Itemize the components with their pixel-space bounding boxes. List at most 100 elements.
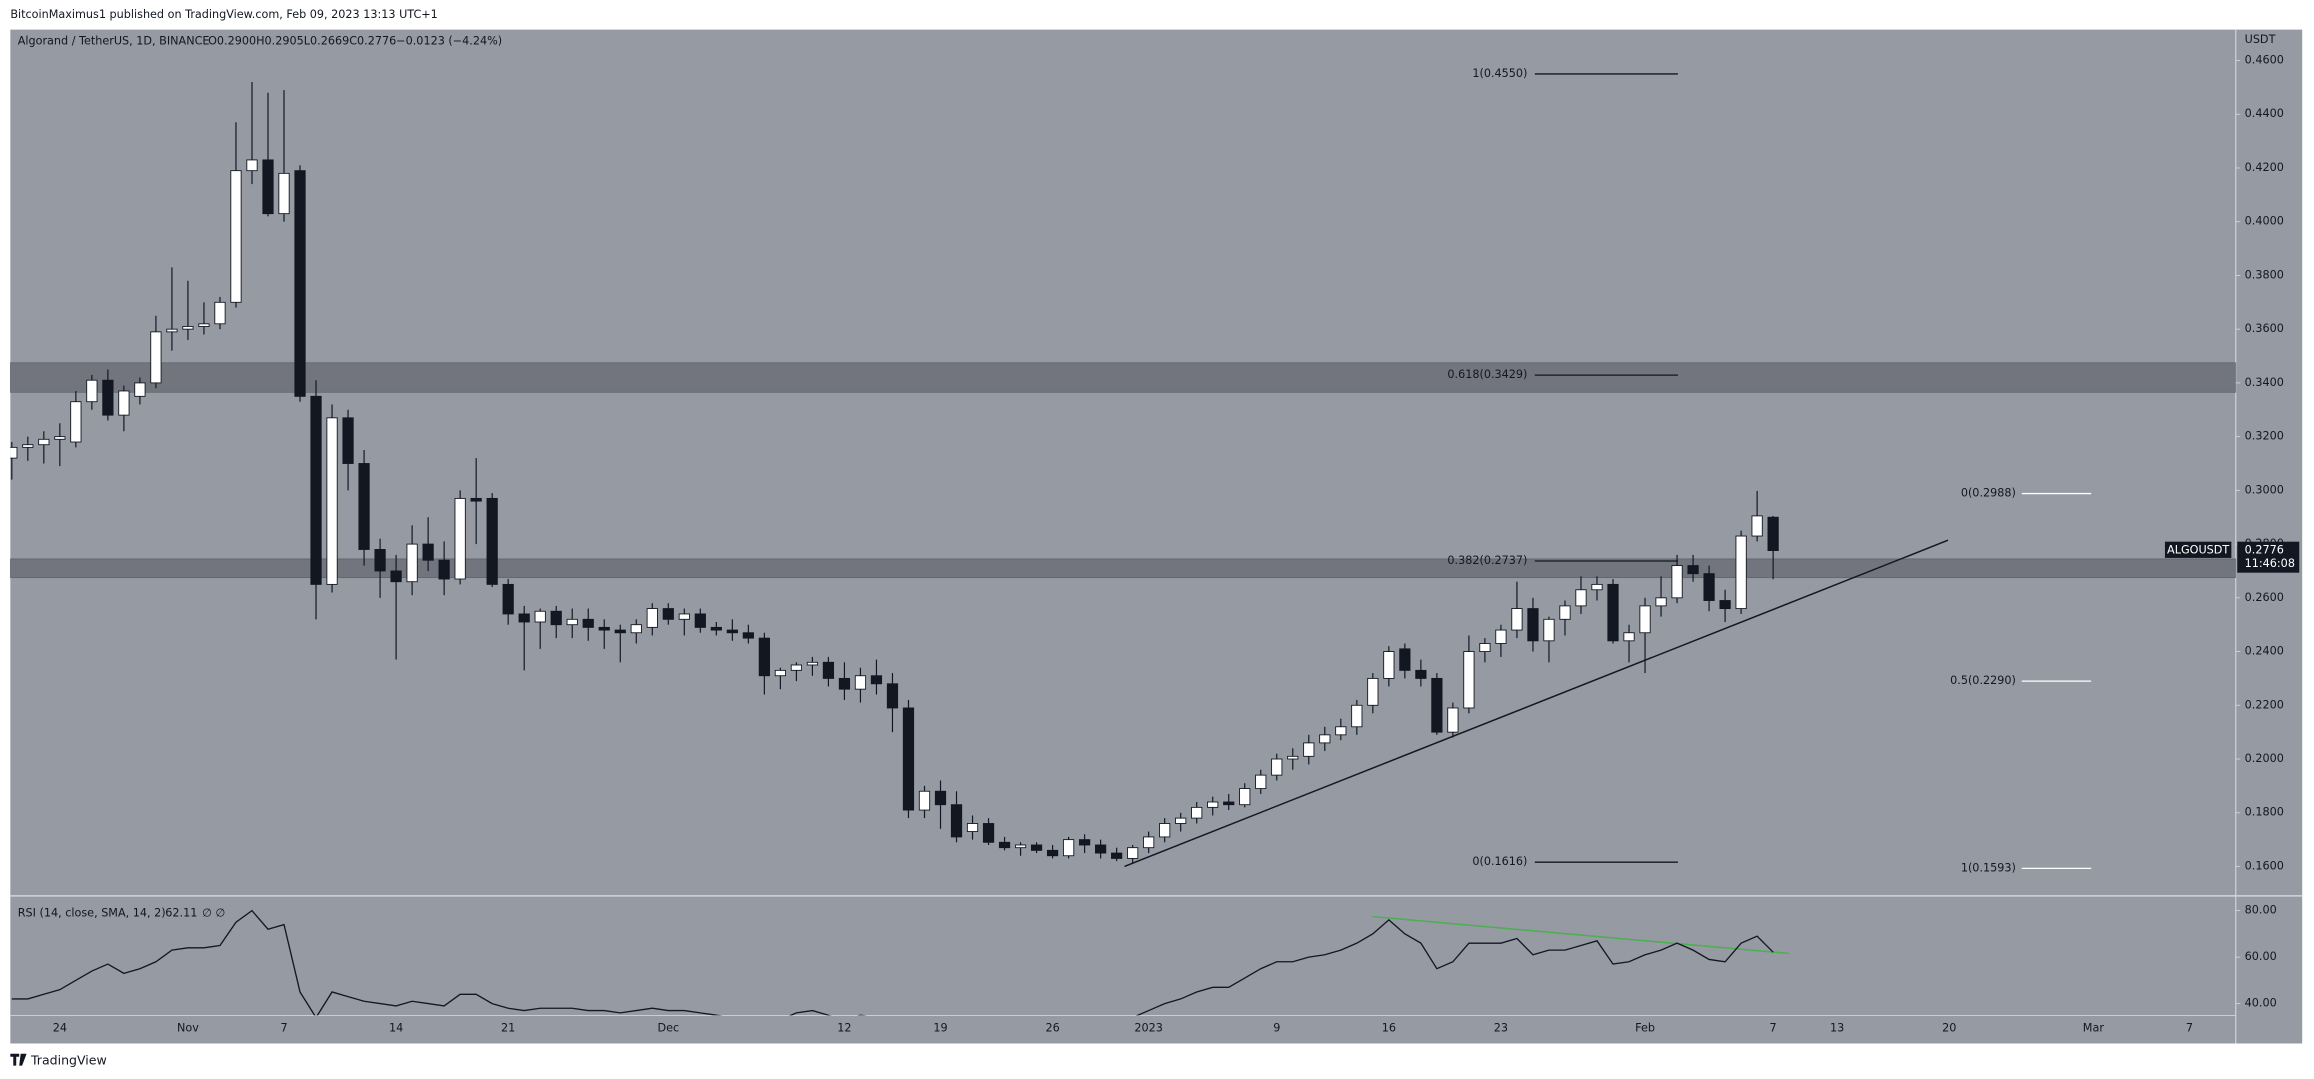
- candle-body: [198, 323, 210, 327]
- x-tick-label: 12: [837, 1022, 851, 1035]
- candle-body: [1335, 726, 1347, 736]
- y-tick-label: 0.3800: [2245, 268, 2284, 281]
- candle-body: [166, 328, 178, 333]
- readout-value: −0.0123 (−4.24%): [396, 34, 502, 47]
- candle-body: [1687, 565, 1699, 575]
- candle-body: [1143, 836, 1155, 849]
- candle-body: [1030, 844, 1043, 851]
- x-tick-label: Feb: [1635, 1022, 1655, 1035]
- candle-body: [1255, 774, 1267, 790]
- symbol-tag: ALGOUSDT: [2167, 544, 2229, 557]
- rsi-tick-label: 40.00: [2245, 997, 2277, 1010]
- candle-body: [1511, 608, 1523, 631]
- resistance-zone: [9, 558, 2237, 579]
- candle-body: [1239, 788, 1251, 806]
- candle-body: [1719, 600, 1731, 610]
- candle-body: [582, 618, 594, 628]
- candle-body: [118, 390, 130, 416]
- candle-body: [1399, 648, 1411, 671]
- candle-body: [54, 436, 66, 440]
- candle-body: [22, 444, 34, 448]
- y-tick-label: 0.4400: [2245, 107, 2284, 120]
- candle-body: [390, 570, 402, 583]
- y-tick-label: 0.3200: [2245, 430, 2284, 443]
- candle-body: [1367, 677, 1379, 706]
- candle-body: [998, 841, 1011, 849]
- y-tick-label: 0.2200: [2245, 698, 2284, 711]
- x-tick-label: 26: [1045, 1022, 1059, 1035]
- candle-body: [598, 626, 610, 631]
- candle-body: [1495, 629, 1507, 644]
- candle-body: [1431, 677, 1443, 733]
- candle-body: [934, 790, 947, 806]
- y-tick-label: 0.4000: [2245, 215, 2284, 228]
- x-tick-label: 16: [1382, 1022, 1396, 1035]
- candle-body: [550, 610, 562, 626]
- candle-body: [454, 497, 466, 580]
- candle-body: [694, 613, 706, 628]
- ohlc-readout: O0.2900H0.2905L0.2669C0.2776−0.0123 (−4.…: [208, 34, 502, 47]
- candle-body: [566, 618, 578, 626]
- readout-key: L: [304, 34, 311, 47]
- candle-body: [918, 790, 931, 811]
- candle-body: [70, 401, 82, 443]
- candle-body: [150, 331, 162, 384]
- countdown: 11:46:08: [2245, 557, 2295, 570]
- candle-body: [1271, 758, 1283, 776]
- candle-body: [1735, 535, 1747, 610]
- symbol-tag-box: [2164, 541, 2232, 558]
- readout-value: 0.2669: [310, 34, 349, 47]
- x-tick-label: 7: [2186, 1022, 2193, 1035]
- y-tick-label: 0.3000: [2245, 483, 2284, 496]
- candle-body: [310, 395, 322, 585]
- candle-body: [806, 661, 819, 666]
- x-tick-label: 24: [53, 1022, 67, 1035]
- candle-body: [502, 583, 514, 615]
- candle-body: [438, 559, 450, 580]
- divergence-line: [1372, 915, 1789, 955]
- candle-body: [662, 608, 674, 620]
- y-tick-label: 0.4200: [2245, 161, 2284, 174]
- candle-body: [1575, 589, 1587, 607]
- candle-body: [214, 301, 226, 325]
- y-tick-label: 0.3600: [2245, 322, 2284, 335]
- candle-body: [1287, 755, 1299, 760]
- candle-body: [518, 613, 530, 623]
- x-tick-label: Mar: [2083, 1022, 2105, 1035]
- brand: TradingView: [30, 1053, 107, 1068]
- candle-body: [1062, 839, 1075, 857]
- x-tick-label: Nov: [177, 1022, 199, 1035]
- candle-body: [1095, 844, 1107, 854]
- fib-label: 1(0.1593): [1961, 861, 2016, 874]
- readout-value: 0.2776: [357, 34, 396, 47]
- x-tick-label: 14: [389, 1022, 403, 1035]
- candle-body: [1175, 817, 1187, 824]
- price-tag-box: [2237, 541, 2300, 573]
- symbol-info: Algorand / TetherUS, 1D, BINANCE: [18, 34, 210, 47]
- candle-body: [726, 629, 738, 634]
- y-tick-label: 0.2600: [2245, 591, 2284, 604]
- candle-body: [1671, 565, 1683, 599]
- candle-body: [774, 669, 786, 677]
- readout-value: 0.2905: [265, 34, 304, 47]
- candle-body: [1111, 852, 1123, 859]
- fib-label: 0.5(0.2290): [1950, 674, 2016, 687]
- candle-body: [838, 677, 851, 690]
- candle-body: [758, 637, 770, 677]
- candle-body: [1463, 651, 1475, 709]
- rsi-label: RSI (14, close, SMA, 14, 2): [18, 907, 166, 920]
- candle-body: [278, 172, 290, 215]
- candle-body: [1223, 801, 1235, 806]
- candle-body: [950, 804, 963, 838]
- readout-key: H: [256, 34, 264, 47]
- rsi-tick-label: 60.00: [2245, 950, 2277, 963]
- candle-body: [406, 543, 418, 583]
- trend-line: [1124, 539, 1949, 868]
- price-tag: 0.2776: [2245, 544, 2284, 557]
- candle-body: [1383, 651, 1395, 679]
- candle-body: [1655, 597, 1667, 607]
- fib-label: 0(0.1616): [1472, 855, 1527, 868]
- candle-body: [710, 626, 722, 631]
